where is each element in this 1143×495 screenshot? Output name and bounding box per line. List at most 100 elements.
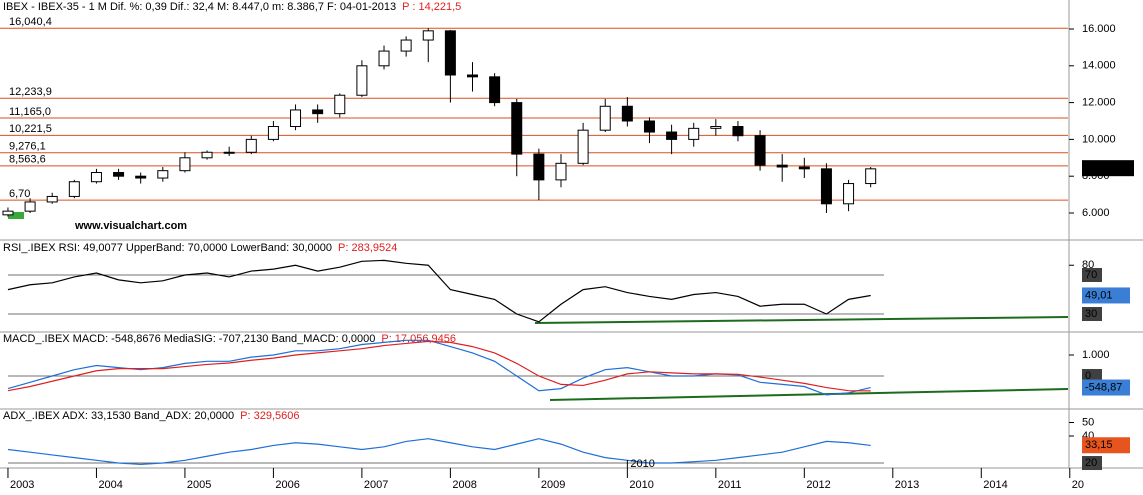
candle-body [290, 109, 302, 128]
candle-body [643, 120, 655, 133]
y-tick-label: 16.000 [1082, 23, 1116, 35]
candle-body [577, 129, 589, 164]
candle-body [400, 39, 412, 52]
x-tick-label: 2013 [895, 479, 919, 491]
band-box [1082, 369, 1102, 384]
x-tick-label: 20 [1072, 479, 1084, 491]
current-box [1082, 287, 1130, 304]
x-tick-label: 2008 [452, 479, 476, 491]
current-box [1082, 437, 1130, 454]
current-label: 49,01 [1085, 289, 1113, 301]
watermark: www.visualchart.com [74, 220, 187, 232]
level-label: 10,221,5 [9, 123, 52, 135]
header-title: RSI_.IBEX RSI: 49,0077 UpperBand: 70,000… [3, 242, 332, 254]
x-tick-label: 2011 [718, 479, 742, 491]
band-label: 70 [1085, 269, 1097, 281]
band-box [1082, 267, 1102, 282]
header-title: MACD_.IBEX MACD: -548,8676 MediaSIG: -70… [3, 333, 375, 345]
candle-body [267, 126, 279, 140]
band-box [1082, 456, 1102, 471]
panel-header: ADX_.IBEX ADX: 33,1530 Band_ADX: 20,0000… [3, 410, 300, 422]
candle-body [710, 126, 722, 129]
current-box [1082, 379, 1130, 396]
y-tick-label: 6.000 [1082, 207, 1110, 219]
panel-header: IBEX - IBEX-35 - 1 M Dif. %: 0,39 Dif.: … [3, 1, 461, 13]
candle-body [599, 105, 611, 131]
y-tick-label: 12.000 [1082, 97, 1116, 109]
header-value: P: 329,5606 [240, 410, 299, 422]
candle-body [46, 195, 58, 203]
candle-body [179, 157, 191, 172]
candle-body [422, 30, 434, 41]
indicator-line [7, 340, 871, 392]
candle-body [135, 175, 147, 179]
candle-body [334, 94, 346, 115]
band-box [1082, 307, 1102, 322]
level-label: 12,233,9 [9, 86, 52, 98]
trend-line [534, 316, 1069, 324]
header-title: IBEX - IBEX-35 - 1 M Dif. %: 0,39 Dif.: … [3, 1, 396, 13]
candle-body [444, 30, 456, 76]
candle-body [24, 201, 36, 212]
candle-body [223, 151, 235, 154]
candle-body [157, 170, 169, 179]
x-tick-label: 2003 [10, 479, 34, 491]
current-box [1082, 160, 1134, 177]
panel-header: RSI_.IBEX RSI: 49,0077 UpperBand: 70,000… [3, 242, 397, 254]
x-tick-label: 2010 [629, 479, 653, 491]
y-tick-label: 1.000 [1082, 349, 1110, 361]
trend-line [549, 388, 1069, 401]
current-label: 8.435,8 [1085, 162, 1122, 174]
x-tick-label: 2009 [541, 479, 565, 491]
candle-body [201, 151, 213, 159]
x-tick-label: 2012 [806, 479, 830, 491]
candle-body [820, 168, 832, 205]
header-title: ADX_.IBEX ADX: 33,1530 Band_ADX: 20,0000 [3, 410, 234, 422]
candle-body [356, 65, 368, 96]
candle-body [621, 105, 633, 122]
x-tick-label: 2006 [275, 479, 299, 491]
y-tick-label: 10.000 [1082, 133, 1116, 145]
candle-body [378, 50, 390, 67]
x-tick-label: 2004 [98, 479, 122, 491]
y-tick-label: 50 [1082, 416, 1094, 428]
candle-body [555, 162, 567, 181]
current-label: 33,15 [1085, 439, 1113, 451]
cursor-label: 2010 [630, 458, 654, 470]
current-label: -548,87 [1085, 381, 1122, 393]
band-label: 30 [1085, 308, 1097, 320]
candle-body [312, 109, 324, 115]
marker [8, 212, 24, 219]
band-label: 20 [1085, 457, 1097, 469]
candle-body [776, 164, 788, 168]
candle-body [843, 183, 855, 205]
candle-body [865, 168, 877, 185]
candle-body [467, 74, 479, 78]
panel-header: MACD_.IBEX MACD: -548,8676 MediaSIG: -70… [3, 333, 456, 345]
x-tick-label: 2014 [983, 479, 1007, 491]
indicator-line [7, 438, 871, 465]
candle-body [732, 126, 744, 137]
candle-body [688, 127, 700, 140]
level-label: 16,040,4 [9, 16, 52, 28]
candle-body [68, 181, 80, 197]
level-label: 6,70 [9, 188, 30, 200]
x-tick-label: 2005 [187, 479, 211, 491]
level-label: 11,165,0 [9, 106, 51, 118]
y-tick-label: 14.000 [1082, 60, 1116, 72]
indicator-line [7, 259, 871, 323]
candle-body [533, 153, 545, 181]
header-value: P: 17,056,9456 [381, 333, 456, 345]
panel-frames [0, 0, 1143, 469]
level-label: 8,563,6 [9, 154, 46, 166]
level-label: 9,276,1 [9, 141, 46, 153]
candle-body [2, 210, 14, 216]
header-value: P : 14,221,5 [402, 1, 461, 13]
candle-body [798, 166, 810, 170]
x-tick-label: 2007 [364, 479, 388, 491]
candle-body [666, 131, 678, 140]
candle-body [489, 76, 501, 104]
header-value: P: 283,9524 [338, 242, 397, 254]
